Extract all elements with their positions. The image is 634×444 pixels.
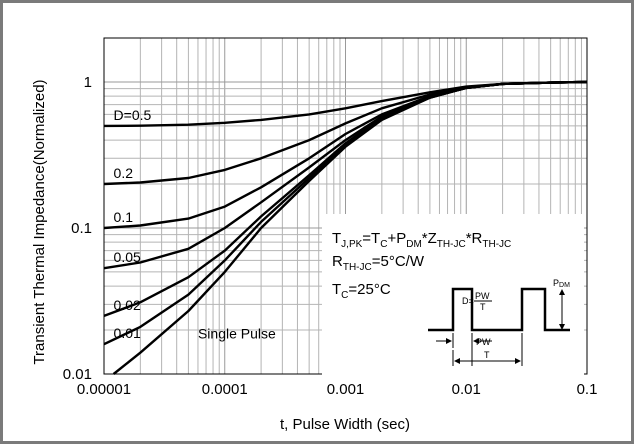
x-tick-label: 0.001 <box>327 381 365 398</box>
pulse-waveform-diagram: D= PW T PW T PDM <box>428 278 570 366</box>
series-0-01-label: 0.01 <box>114 325 141 341</box>
duty-denominator: T <box>480 302 486 312</box>
x-axis-label: t, Pulse Width (sec) <box>280 416 410 433</box>
x-tick-label: 0.01 <box>452 381 481 398</box>
duty-numerator: PW <box>475 291 490 301</box>
pdm-arrowhead-bottom <box>559 324 565 330</box>
series-0-1-label: 0.1 <box>114 209 134 225</box>
equation-line-2: RTH-JC=5°C/W <box>332 253 425 273</box>
x-tick-labels: 0.00001 0.0001 0.001 0.01 0.1 <box>77 381 598 398</box>
x-tick-label: 0.00001 <box>77 381 131 398</box>
duty-label: D= <box>462 296 474 306</box>
pw-label: PW <box>476 337 491 347</box>
pdm-arrowhead-top <box>559 289 565 295</box>
equation-line-1: TJ,PK=TC+PDM*ZTH-JC*RTH-JC <box>332 230 511 250</box>
x-tick-label: 0.0001 <box>202 381 248 398</box>
y-tick-labels: 1 0.1 0.01 <box>63 74 92 383</box>
y-tick-label: 0.1 <box>71 220 92 237</box>
equation-line-3: TC=25°C <box>332 281 391 301</box>
t-arrowhead-left <box>454 358 460 364</box>
series-0-2-label: 0.2 <box>114 165 134 181</box>
series-d-0-5-label: D=0.5 <box>114 107 152 123</box>
series-single-pulse-label: Single Pulse <box>198 326 276 342</box>
y-tick-label: 1 <box>84 74 92 91</box>
t-arrowhead-right <box>515 358 521 364</box>
pulse-waveform <box>428 287 570 332</box>
series-single-pulse-line <box>112 80 588 375</box>
series-0-02-label: 0.02 <box>114 297 141 313</box>
series-group <box>103 80 588 375</box>
pdm-label: PDM <box>553 278 570 289</box>
series-0-05-label: 0.05 <box>114 249 141 265</box>
y-axis-label: Transient Thermal Impedance(Normalized) <box>31 79 48 364</box>
series-labels: D=0.5 0.2 0.1 0.05 0.02 0.01 Single Pulse <box>114 107 276 342</box>
y-tick-label: 0.01 <box>63 366 92 383</box>
pw-arrowhead-right <box>473 338 479 344</box>
t-label: T <box>484 350 490 360</box>
x-tick-label: 0.1 <box>577 381 598 398</box>
pw-arrowhead-left <box>446 338 452 344</box>
